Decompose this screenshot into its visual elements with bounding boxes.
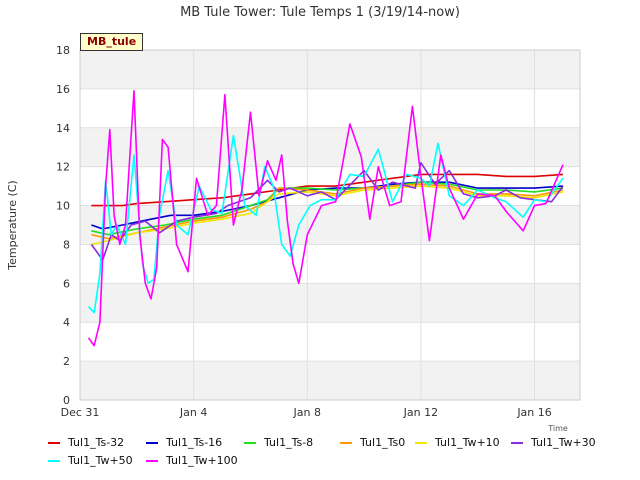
legend-swatch — [340, 441, 352, 444]
plot-band — [80, 50, 580, 89]
legend-swatch — [48, 441, 60, 444]
y-tick-label: 14 — [56, 122, 70, 135]
plot-band — [80, 205, 580, 245]
legend-swatch — [415, 441, 427, 444]
x-tick-label: Jan 12 — [403, 406, 438, 419]
chart-title: MB Tule Tower: Tule Temps 1 (3/19/14-now… — [180, 5, 460, 20]
legend-swatch — [48, 459, 60, 462]
legend-label: Tul1_Ts-16 — [166, 436, 223, 449]
legend-item: Tul1_Ts0 — [340, 436, 405, 449]
legend-label: Tul1_Tw+10 — [435, 436, 500, 449]
site-badge: MB_tule — [80, 33, 144, 51]
x-tick-label: Jan 4 — [179, 406, 207, 419]
series-line-tul1-tw-30 — [90, 162, 564, 261]
plot-bands — [80, 50, 580, 400]
plot-band — [80, 361, 580, 400]
legend-swatch — [146, 459, 158, 462]
legend-item: Tul1_Tw+10 — [415, 436, 500, 449]
legend-label: Tul1_Tw+30 — [531, 436, 596, 449]
x-tick-label: Jan 16 — [516, 406, 551, 419]
legend-label: Tul1_Ts0 — [360, 436, 406, 449]
legend-item: Tul1_Ts-8 — [244, 436, 313, 449]
plot-frame — [79, 49, 581, 401]
series-line-tul1-ts-32 — [91, 173, 564, 207]
legend-label: Tul1_Ts-32 — [68, 436, 125, 449]
legend-swatch — [244, 441, 256, 444]
legend-label: Tul1_Ts-8 — [264, 436, 314, 449]
y-tick-label: 4 — [63, 316, 70, 329]
x-tick-label: Dec 31 — [61, 406, 100, 419]
legend-item: Tul1_Tw+100 — [146, 454, 238, 467]
legend: Tul1_Ts-32 Tul1_Ts-16 Tul1_Ts-8 Tul1_Ts0 Tul… — [0, 434, 640, 474]
plot-band — [80, 283, 580, 323]
y-tick-label: 12 — [56, 161, 70, 174]
legend-item: Tul1_Tw+30 — [511, 436, 596, 449]
y-tick-label: 18 — [56, 44, 70, 57]
series-line-tul1-tw-100 — [87, 90, 564, 347]
legend-label: Tul1_Tw+50 — [68, 454, 133, 467]
legend-swatch — [511, 441, 523, 444]
legend-item: Tul1_Tw+50 — [48, 454, 133, 467]
y-tick-label: 0 — [63, 394, 70, 407]
x-axis-label: Time — [547, 424, 568, 433]
legend-label: Tul1_Tw+100 — [166, 454, 238, 467]
y-tick-label: 6 — [63, 277, 70, 290]
series-line-tul1-tw-10 — [91, 185, 564, 246]
plot-band — [80, 127, 580, 167]
y-tick-label: 16 — [56, 83, 70, 96]
legend-item: Tul1_Ts-32 — [48, 436, 124, 449]
y-tick-label: 8 — [63, 238, 70, 251]
legend-swatch — [146, 441, 158, 444]
y-tick-label: 10 — [56, 200, 70, 213]
series-layer — [87, 90, 564, 347]
axes: 0 2 4 6 8 10 12 14 16 18 Dec 31 Jan 4 Jan 8 Jan 12 Jan… — [56, 44, 581, 419]
y-tick-label: 2 — [63, 355, 70, 368]
x-tick-label: Jan 8 — [293, 406, 321, 419]
y-axis-label: Temperature (C) — [6, 180, 19, 270]
legend-item: Tul1_Ts-16 — [146, 436, 222, 449]
